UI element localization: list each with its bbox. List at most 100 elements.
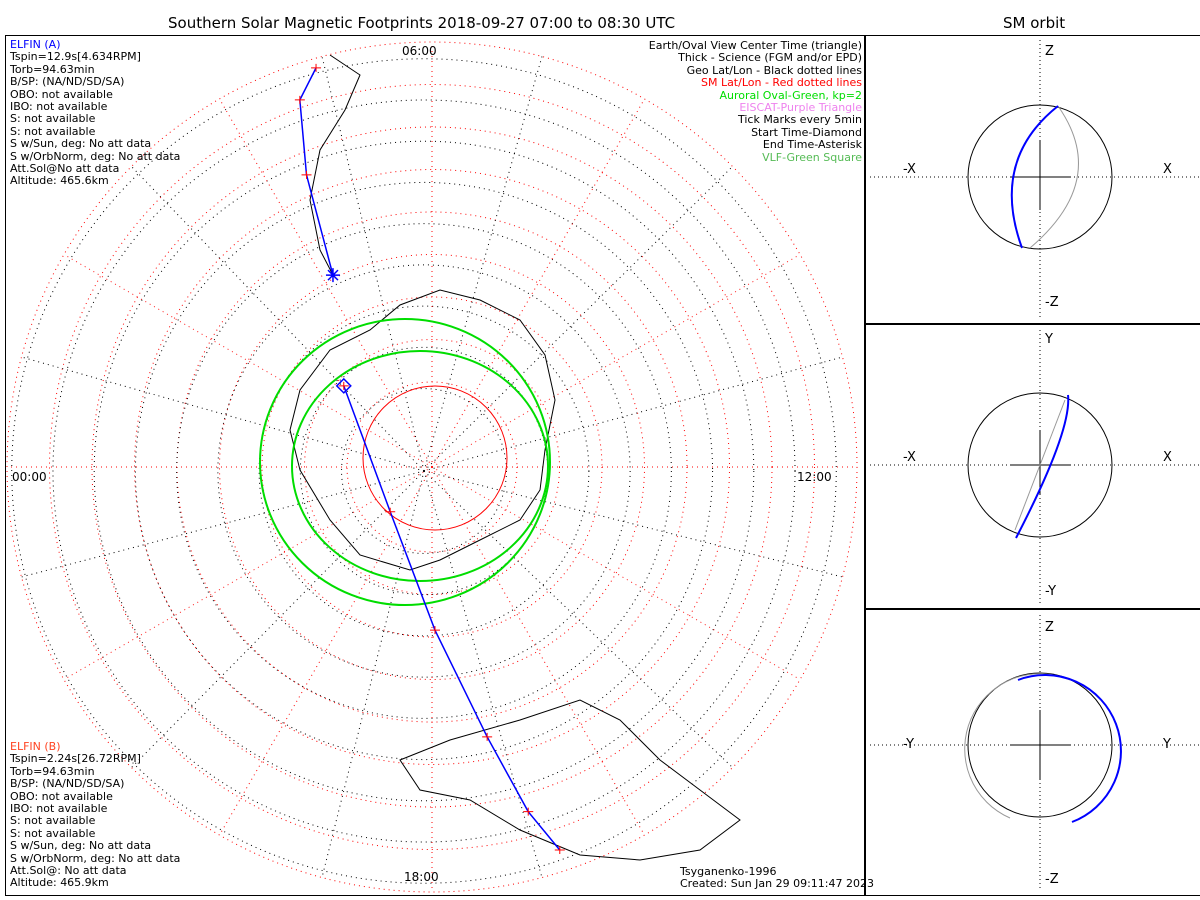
- info-line: Tspin=2.24s[26.72RPM]: [10, 752, 141, 766]
- tick-mark: [385, 507, 396, 516]
- axis-label: Y: [1045, 332, 1053, 347]
- geo-lat-ring: [341, 388, 507, 554]
- elfin-b-info: ELFIN (B) Tspin=2.24s[26.72RPM] Torb=94.6…: [10, 740, 181, 890]
- footer: Tsyganenko-1996 Created: Sun Jan 29 09:1…: [680, 865, 874, 891]
- info-line: Altitude: 465.6km: [10, 174, 109, 188]
- tick-mark: [482, 732, 493, 741]
- track-segment: [299, 67, 334, 276]
- track-segment: [343, 385, 561, 851]
- sm-lat-ring: [304, 339, 560, 595]
- info-line: B/SP: (NA/ND/SD/SA): [10, 75, 125, 89]
- orbit-title: SM orbit: [1003, 14, 1066, 32]
- geo-lon-line: [423, 356, 843, 472]
- geo-lat-ring: [11, 58, 837, 884]
- sm-lat-ring: [6, 41, 858, 893]
- geo-lat-ring: [176, 223, 672, 719]
- axis-label: Z: [1045, 44, 1054, 59]
- orbit-panel-yz: [864, 608, 1200, 896]
- axis-label: -X: [903, 450, 916, 465]
- created-label: Created: Sun Jan 29 09:11:47 2023: [680, 877, 874, 891]
- elfin-a-name: ELFIN (A): [10, 38, 61, 51]
- end-asterisk: [325, 268, 340, 283]
- axis-label: -X: [903, 162, 916, 177]
- mlt-label-top: 06:00: [402, 44, 437, 58]
- info-line: OBO: not available: [10, 87, 113, 101]
- model-label: Tsyganenko-1996: [680, 865, 777, 878]
- tick-mark: [523, 807, 534, 816]
- geo-lat-ring: [52, 99, 796, 843]
- mlt-label-left: 00:00: [12, 470, 47, 484]
- auroral-oval: [259, 318, 551, 606]
- legend-entry: Start Time-Diamond: [751, 125, 862, 139]
- legend-entry: Auroral Oval-Green, kp=2: [719, 88, 862, 102]
- legend-entry: SM Lat/Lon - Red dotted lines: [700, 76, 862, 90]
- geo-lon-line: [321, 56, 425, 472]
- legend: Earth/Oval View Center Time (triangle) Th…: [649, 39, 862, 164]
- info-line: IBO: not available: [10, 100, 108, 114]
- geo-lat-ring: [134, 181, 714, 761]
- elfin-b-name: ELFIN (B): [10, 740, 61, 753]
- legend-entry: Geo Lat/Lon - Black dotted lines: [686, 63, 862, 77]
- info-line: S w/Sun, deg: No att data: [10, 137, 152, 151]
- geo-lon-line: [131, 166, 425, 472]
- sm-mlt-line: [63, 254, 433, 468]
- sm-mlt-line: [219, 98, 433, 468]
- sm-mlt-line: [63, 466, 433, 680]
- info-line: OBO: not available: [10, 789, 113, 803]
- info-line: Att.Sol@: No att data: [10, 864, 127, 878]
- sm-lat-ring: [49, 84, 815, 850]
- footprint-panel: [5, 35, 866, 896]
- geo-lat-ring: [217, 264, 631, 678]
- footprint-track: [294, 63, 565, 854]
- info-line: IBO: not available: [10, 802, 108, 816]
- info-line: Torb=94.63min: [10, 764, 95, 778]
- plot-title: Southern Solar Magnetic Footprints 2018-…: [168, 14, 676, 32]
- legend-entry: Thick - Science (FGM and/or EPD): [678, 51, 862, 65]
- tick-mark: [554, 845, 565, 854]
- geo-lon-line: [423, 470, 543, 878]
- geo-lon-line: [21, 356, 425, 472]
- geo-lon-line: [21, 470, 425, 578]
- antarctica-outline: [289, 289, 556, 571]
- elfin-a-info: ELFIN (A) Tspin=12.9s[4.634RPM] Torb=94.6…: [10, 38, 181, 188]
- australia-outline: [399, 699, 741, 861]
- axis-label: X: [1163, 162, 1172, 177]
- axis-label: -Y: [1045, 584, 1057, 599]
- orbit-panel-xz: [864, 35, 1200, 325]
- axis-label: -Y: [903, 737, 915, 752]
- geo-lon-line: [423, 470, 733, 768]
- axis-label: -Z: [1045, 872, 1059, 887]
- start-diamond: [335, 377, 352, 394]
- info-line: B/SP: (NA/ND/SD/SA): [10, 777, 125, 791]
- tick-mark: [338, 381, 349, 390]
- sm-mlt-line: [431, 466, 801, 680]
- legend-entry: Tick Marks every 5min: [737, 113, 862, 127]
- info-line: S: not available: [10, 814, 96, 828]
- info-line: S w/OrbNorm, deg: No att data: [10, 851, 181, 865]
- mlt-label-right: 12:00: [797, 470, 832, 484]
- info-line: S: not available: [10, 124, 96, 138]
- info-line: Tspin=12.9s[4.634RPM]: [10, 50, 141, 64]
- orbit-diagram-xz: [870, 40, 1200, 318]
- geo-lon-line: [423, 56, 543, 472]
- continents: [289, 54, 741, 861]
- axis-label: Z: [1045, 620, 1054, 635]
- legend-entry: VLF-Green Square: [762, 150, 862, 164]
- info-line: Altitude: 465.9km: [10, 876, 109, 890]
- info-line: S: not available: [10, 826, 96, 840]
- tick-mark: [294, 95, 305, 104]
- axis-label: -Z: [1045, 295, 1059, 310]
- orbit-diagram-yz: [870, 615, 1200, 890]
- mlt-label-bottom: 18:00: [404, 870, 439, 884]
- info-line: S w/OrbNorm, deg: No att data: [10, 149, 181, 163]
- auroral-oval-inner: [291, 350, 549, 582]
- geo-lat-ring: [93, 140, 755, 802]
- sm-mlt-line: [431, 98, 645, 468]
- orbit-panel-xy: [864, 323, 1200, 610]
- auroral-oval-outer: [259, 318, 551, 606]
- sm-pole-circle: [362, 385, 508, 531]
- geo-lon-line: [423, 166, 733, 472]
- info-line: Torb=94.63min: [10, 62, 95, 76]
